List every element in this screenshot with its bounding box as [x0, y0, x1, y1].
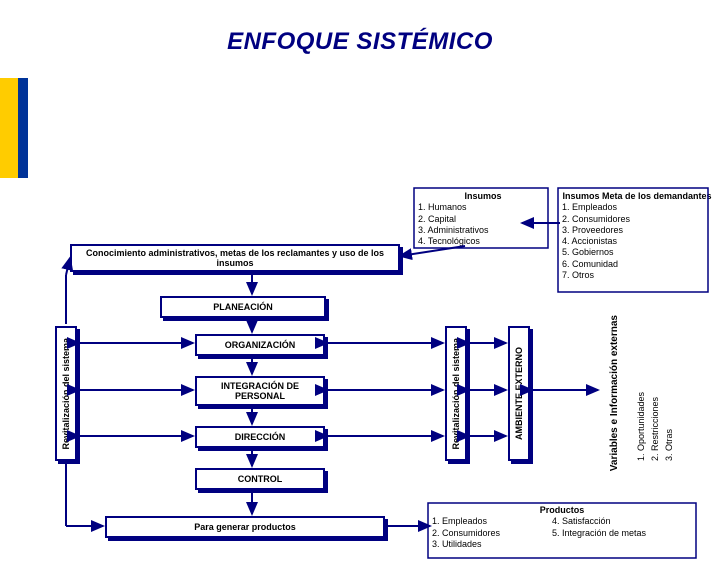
productos-item: 4. Satisfacción	[552, 516, 672, 527]
vside-left: Revitalización del sistema	[55, 326, 77, 461]
vside-ambiente: AMBIENTE EXTERNO	[508, 326, 530, 461]
insumos-meta-item: 2. Consumidores	[562, 214, 712, 225]
insumos-meta-item: 7. Otros	[562, 270, 712, 281]
stack-planeacion: PLANEACIÓN	[160, 296, 326, 318]
stack-label: DIRECCIÓN	[235, 432, 286, 442]
variables-item: 1. Oportunidades	[636, 326, 646, 461]
insumos-item: 3. Administrativos	[418, 225, 548, 236]
productos-header: Productos	[432, 505, 692, 516]
vside-revit-right-label: Revitalización del sistema	[451, 338, 461, 450]
stack-label: PLANEACIÓN	[213, 302, 273, 312]
variables-item: 3. Otras	[664, 326, 674, 461]
variables-item: 2. Restricciones	[650, 326, 660, 461]
stack-control: CONTROL	[195, 468, 325, 490]
productos-item: 3. Utilidades	[432, 539, 552, 550]
variables-items: 1. Oportunidades 2. Restricciones 3. Otr…	[636, 326, 720, 461]
productos-block: Productos 1. Empleados 2. Consumidores 3…	[432, 505, 692, 550]
insumos-header: Insumos	[418, 191, 548, 202]
productos-item: 2. Consumidores	[432, 528, 552, 539]
vside-left-label: Revitalización del sistema	[61, 338, 71, 450]
insumos-meta-header: Insumos Meta de los demandantes	[562, 191, 712, 202]
top-bar: Conocimiento administrativos, metas de l…	[70, 244, 400, 272]
insumos-block: Insumos 1. Humanos 2. Capital 3. Adminis…	[418, 191, 548, 247]
vside-variables: Variables e Información externas	[600, 326, 628, 461]
top-bar-label: Conocimiento administrativos, metas de l…	[76, 248, 394, 269]
vside-ambiente-label: AMBIENTE EXTERNO	[514, 347, 524, 440]
insumos-item: 4. Tecnológicos	[418, 236, 548, 247]
stack-organizacion: ORGANIZACIÓN	[195, 334, 325, 356]
bottom-bar: Para generar productos	[105, 516, 385, 538]
insumos-meta-item: 3. Proveedores	[562, 225, 712, 236]
arrows-layer	[0, 28, 720, 568]
stack-label: INTEGRACIÓN DE PERSONAL	[201, 381, 319, 402]
stack-label: CONTROL	[238, 474, 283, 484]
vside-variables-label: Variables e Información externas	[609, 315, 620, 471]
insumos-item: 1. Humanos	[418, 202, 548, 213]
insumos-meta-item: 5. Gobiernos	[562, 247, 712, 258]
productos-item: 1. Empleados	[432, 516, 552, 527]
bottom-bar-label: Para generar productos	[194, 522, 296, 532]
insumos-meta-item: 4. Accionistas	[562, 236, 712, 247]
insumos-item: 2. Capital	[418, 214, 548, 225]
vside-revit-right: Revitalización del sistema	[445, 326, 467, 461]
stack-label: ORGANIZACIÓN	[225, 340, 296, 350]
stack-direccion: DIRECCIÓN	[195, 426, 325, 448]
stack-integracion: INTEGRACIÓN DE PERSONAL	[195, 376, 325, 406]
insumos-meta-item: 1. Empleados	[562, 202, 712, 213]
productos-item: 5. Integración de metas	[552, 528, 672, 539]
insumos-meta-block: Insumos Meta de los demandantes 1. Emple…	[562, 191, 712, 281]
insumos-meta-item: 6. Comunidad	[562, 259, 712, 270]
